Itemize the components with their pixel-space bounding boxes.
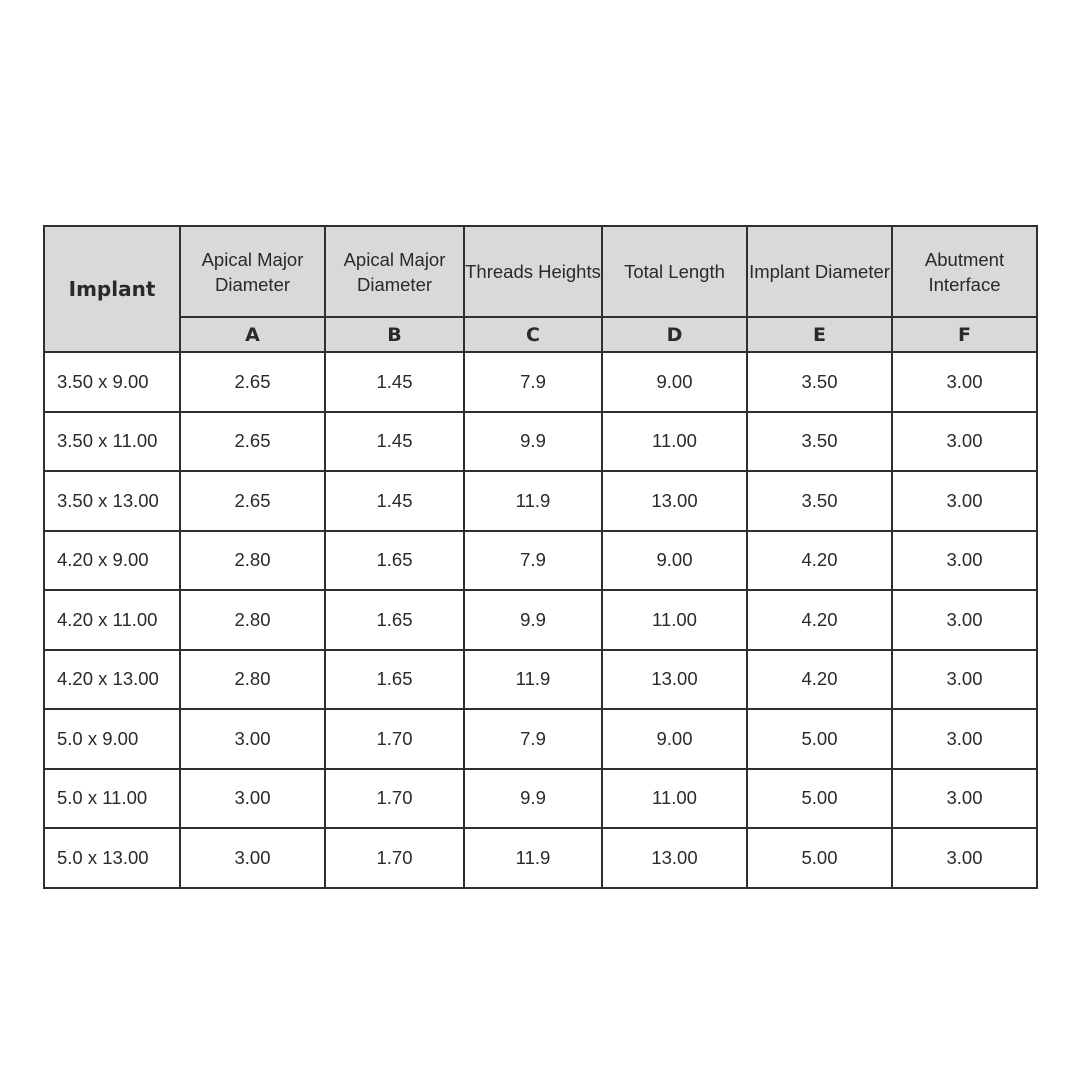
value-cell: 3.00 [891, 351, 1038, 413]
value-cell: 4.20 [746, 589, 893, 651]
value-cell: 9.9 [463, 767, 603, 829]
table-row: 3.50 x 13.00 2.65 1.45 11.9 13.00 3.50 3.00 [43, 470, 1038, 532]
table-row: 5.0 x 9.00 3.00 1.70 7.9 9.00 5.00 3.00 [43, 708, 1038, 770]
value-cell: 9.9 [463, 410, 603, 472]
value-cell: 2.65 [179, 351, 326, 413]
value-cell: 9.00 [601, 529, 748, 591]
column-header-letter: C [463, 316, 603, 353]
value-cell: 1.65 [324, 648, 465, 710]
value-cell: 3.50 [746, 410, 893, 472]
value-cell: 2.80 [179, 648, 326, 710]
value-cell: 1.70 [324, 708, 465, 770]
table-row: 3.50 x 9.00 2.65 1.45 7.9 9.00 3.50 3.00 [43, 351, 1038, 413]
table-row: 4.20 x 13.00 2.80 1.65 11.9 13.00 4.20 3.00 [43, 648, 1038, 710]
value-cell: 3.00 [179, 827, 326, 889]
implant-size-cell: 4.20 x 13.00 [43, 648, 181, 710]
value-cell: 7.9 [463, 351, 603, 413]
implant-size-cell: 3.50 x 11.00 [43, 410, 181, 472]
table-row: 5.0 x 13.00 3.00 1.70 11.9 13.00 5.00 3.00 [43, 827, 1038, 889]
value-cell: 3.50 [746, 351, 893, 413]
value-cell: 3.00 [891, 708, 1038, 770]
value-cell: 3.00 [891, 648, 1038, 710]
value-cell: 3.50 [746, 470, 893, 532]
value-cell: 4.20 [746, 648, 893, 710]
value-cell: 3.00 [891, 589, 1038, 651]
implant-size-cell: 3.50 x 9.00 [43, 351, 181, 413]
value-cell: 9.9 [463, 589, 603, 651]
value-cell: 2.80 [179, 529, 326, 591]
value-cell: 1.45 [324, 351, 465, 413]
value-cell: 3.00 [891, 470, 1038, 532]
value-cell: 4.20 [746, 529, 893, 591]
value-cell: 11.00 [601, 589, 748, 651]
header-implant: Implant [43, 225, 181, 353]
column-header-letter: E [746, 316, 893, 353]
implant-size-cell: 4.20 x 9.00 [43, 529, 181, 591]
implant-dimensions-table: Implant Apical Major Diameter Apical Majo… [43, 225, 1038, 889]
value-cell: 11.00 [601, 410, 748, 472]
value-cell: 3.00 [891, 410, 1038, 472]
value-cell: 11.00 [601, 767, 748, 829]
value-cell: 13.00 [601, 648, 748, 710]
value-cell: 2.80 [179, 589, 326, 651]
table-row: 5.0 x 11.00 3.00 1.70 9.9 11.00 5.00 3.00 [43, 767, 1038, 829]
value-cell: 13.00 [601, 470, 748, 532]
value-cell: 9.00 [601, 708, 748, 770]
value-cell: 3.00 [891, 827, 1038, 889]
value-cell: 1.65 [324, 529, 465, 591]
column-header-title: Abutment Interface [891, 225, 1038, 318]
value-cell: 11.9 [463, 470, 603, 532]
value-cell: 5.00 [746, 708, 893, 770]
value-cell: 1.45 [324, 470, 465, 532]
value-cell: 1.65 [324, 589, 465, 651]
column-header-title: Threads Heights [463, 225, 603, 318]
value-cell: 3.00 [891, 767, 1038, 829]
value-cell: 7.9 [463, 708, 603, 770]
value-cell: 1.70 [324, 827, 465, 889]
value-cell: 1.70 [324, 767, 465, 829]
implant-size-cell: 5.0 x 9.00 [43, 708, 181, 770]
value-cell: 3.00 [891, 529, 1038, 591]
column-header-title: Total Length [601, 225, 748, 318]
value-cell: 2.65 [179, 470, 326, 532]
implant-size-cell: 4.20 x 11.00 [43, 589, 181, 651]
value-cell: 5.00 [746, 827, 893, 889]
table-row: 4.20 x 9.00 2.80 1.65 7.9 9.00 4.20 3.00 [43, 529, 1038, 591]
value-cell: 1.45 [324, 410, 465, 472]
value-cell: 11.9 [463, 648, 603, 710]
table-row: 4.20 x 11.00 2.80 1.65 9.9 11.00 4.20 3.00 [43, 589, 1038, 651]
implant-size-cell: 3.50 x 13.00 [43, 470, 181, 532]
value-cell: 9.00 [601, 351, 748, 413]
value-cell: 2.65 [179, 410, 326, 472]
value-cell: 3.00 [179, 767, 326, 829]
column-header-letter: A [179, 316, 326, 353]
column-header-letter: D [601, 316, 748, 353]
column-header-title: Apical Major Diameter [179, 225, 326, 318]
implant-size-cell: 5.0 x 11.00 [43, 767, 181, 829]
value-cell: 7.9 [463, 529, 603, 591]
column-header-letter: B [324, 316, 465, 353]
value-cell: 11.9 [463, 827, 603, 889]
column-header-title: Implant Diameter [746, 225, 893, 318]
value-cell: 5.00 [746, 767, 893, 829]
table-row: 3.50 x 11.00 2.65 1.45 9.9 11.00 3.50 3.00 [43, 410, 1038, 472]
implant-size-cell: 5.0 x 13.00 [43, 827, 181, 889]
value-cell: 3.00 [179, 708, 326, 770]
column-header-letter: F [891, 316, 1038, 353]
column-header-title: Apical Major Diameter [324, 225, 465, 318]
value-cell: 13.00 [601, 827, 748, 889]
